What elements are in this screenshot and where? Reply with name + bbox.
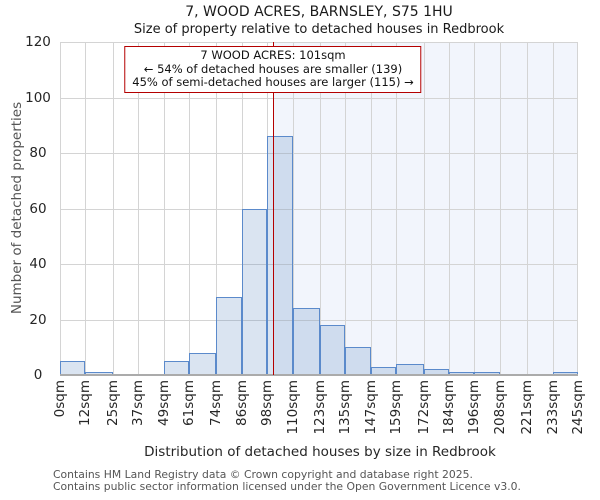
x-tick-label: 98sqm [259, 380, 276, 426]
chart-title: 7, WOOD ACRES, BARNSLEY, S75 1HU [185, 4, 453, 20]
y-tick-label: 20 [29, 311, 47, 328]
x-tick-label: 159sqm [388, 380, 405, 435]
histogram-bar [188, 352, 217, 375]
x-tick-label: 49sqm [155, 380, 172, 426]
histogram-bar [345, 347, 371, 375]
histogram-bar [216, 297, 242, 375]
x-tick-label: 61sqm [180, 380, 197, 426]
y-tick-label: 60 [29, 200, 47, 217]
x-tick-label: 221sqm [519, 380, 536, 435]
x-axis-line [60, 374, 578, 376]
histogram-bar [163, 361, 189, 375]
x-tick-label: 245sqm [570, 380, 586, 435]
marker-line [272, 42, 275, 375]
x-tick-label: 25sqm [104, 380, 121, 426]
footer-line-1: Contains HM Land Registry data © Crown c… [53, 468, 473, 481]
y-tick-label: 40 [29, 256, 47, 272]
x-tick-label: 208sqm [491, 380, 508, 435]
gridline-horizontal [60, 153, 578, 154]
gridline-horizontal [60, 264, 578, 265]
x-tick-label: 37sqm [130, 380, 147, 426]
y-tick-label: 80 [29, 145, 47, 161]
footer: Contains HM Land Registry data © Crown c… [53, 469, 521, 492]
x-tick-label: 86sqm [233, 380, 250, 426]
x-tick-label: 123sqm [312, 380, 329, 435]
x-axis-label: Distribution of detached houses by size … [144, 444, 496, 460]
gridline-horizontal [60, 319, 578, 321]
gridline-horizontal [60, 97, 578, 99]
gridline-horizontal [60, 42, 578, 43]
histogram-bar [320, 325, 346, 375]
y-tick-label: 100 [25, 89, 51, 106]
x-tick-label: 74sqm [208, 380, 225, 426]
gridline-horizontal [60, 208, 578, 210]
x-tick-label: 184sqm [441, 380, 458, 435]
y-tick-label: 0 [33, 367, 43, 383]
histogram-bar [267, 136, 293, 375]
histogram-bar [292, 308, 321, 375]
x-tick-label: 12sqm [77, 380, 94, 426]
histogram-bar [241, 208, 268, 375]
x-tick-label: 0sqm [52, 380, 68, 418]
annotation-box: 7 WOOD ACRES: 101sqm ← 54% of detached h… [124, 46, 422, 93]
chart-subtitle: Size of property relative to detached ho… [133, 22, 505, 37]
x-tick-label: 233sqm [544, 380, 561, 435]
x-tick-label: 135sqm [337, 380, 354, 435]
annotation-line-1: 7 WOOD ACRES: 101sqm [200, 48, 346, 62]
x-tick-label: 196sqm [466, 380, 483, 435]
x-tick-label: 172sqm [415, 380, 432, 435]
x-tick-label: 147sqm [362, 380, 379, 435]
annotation-line-3: 45% of semi-detached houses are larger (… [132, 75, 414, 89]
annotation-line-2: ← 54% of detached houses are smaller (13… [143, 61, 403, 76]
y-tick-label: 120 [25, 34, 51, 50]
plot-area [60, 42, 578, 376]
x-tick-label: 110sqm [284, 380, 301, 435]
footer-line-2: Contains public sector information licen… [53, 479, 521, 493]
